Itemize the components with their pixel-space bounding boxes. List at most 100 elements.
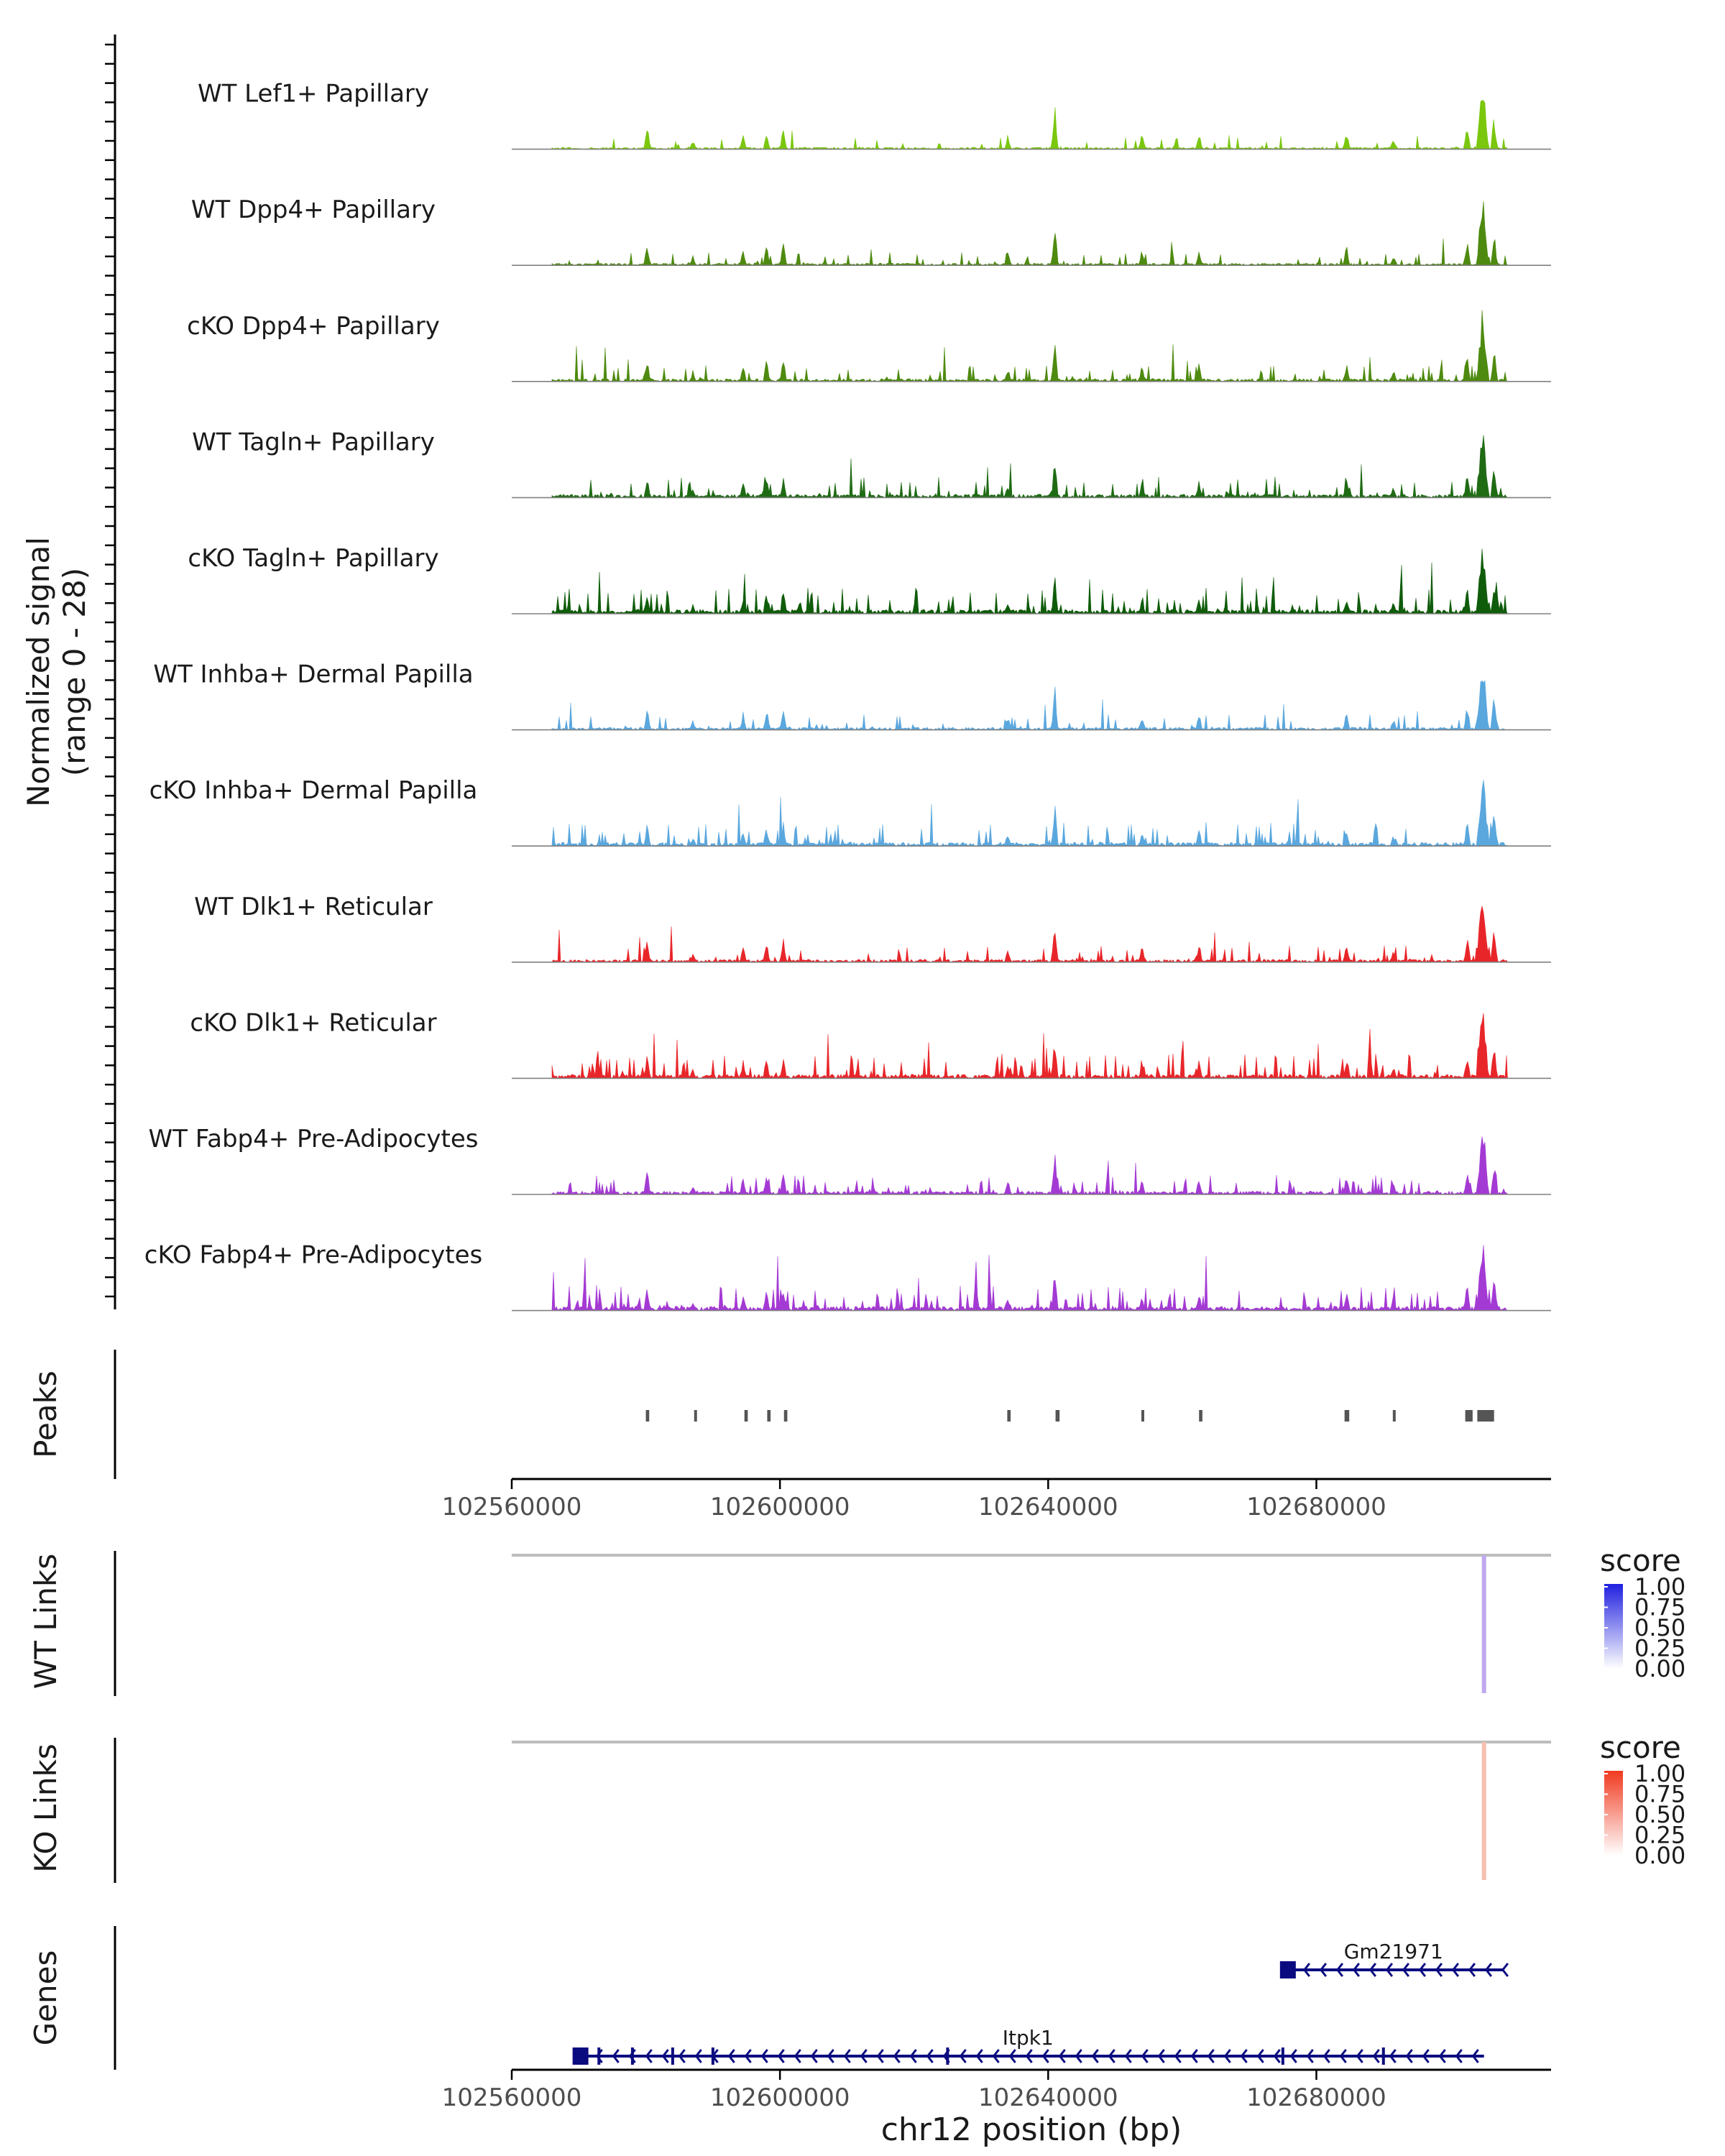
coverage-signal — [551, 310, 1509, 382]
track-label: cKO Tagln+ Papillary — [188, 544, 438, 573]
strand-arrow — [1402, 1963, 1410, 1977]
strand-arrow — [1435, 1963, 1443, 1977]
strand-arrow — [1368, 1963, 1377, 1977]
strand-arrow — [1256, 2049, 1264, 2063]
coverage-signal — [551, 1136, 1508, 1195]
peaks-label: Peaks — [28, 1370, 63, 1458]
peak-interval — [783, 1410, 788, 1422]
gene-name: Itpk1 — [1003, 2026, 1054, 2050]
gene-exon — [671, 2047, 674, 2065]
strand-arrow — [794, 2049, 801, 2063]
x-tick-label: 102600000 — [710, 1493, 850, 1521]
strand-arrow — [1041, 2049, 1049, 2063]
strand-arrow — [1339, 2049, 1347, 2063]
gene-model: Itpk1 — [572, 2026, 1484, 2065]
strand-arrow — [975, 2049, 983, 2063]
gene-tss-exon — [1279, 1961, 1296, 1978]
links-label: KO Links — [28, 1743, 63, 1873]
strand-arrow — [1058, 2049, 1066, 2063]
strand-arrow — [810, 2049, 818, 2063]
legend-tick-label: 0.75 — [1634, 1781, 1685, 1808]
strand-arrow — [1289, 2049, 1297, 2063]
strand-arrow — [843, 2049, 851, 2063]
coverage-y-ticks — [105, 43, 115, 1298]
strand-arrow — [727, 2049, 735, 2063]
gene-tss-exon — [572, 2047, 589, 2065]
x-axis-label: chr12 position (bp) — [881, 2111, 1182, 2148]
peak-interval — [1141, 1410, 1144, 1422]
coverage-y-label: Normalized signal (range 0 - 28) — [21, 537, 92, 807]
peak-interval — [744, 1410, 748, 1422]
strand-arrow — [1306, 2049, 1314, 2063]
strand-arrow — [1124, 2049, 1132, 2063]
coverage-track: WT Lef1+ Papillary — [198, 80, 1551, 150]
peak-interval — [1055, 1410, 1060, 1422]
strand-arrow — [876, 2049, 884, 2063]
strand-arrow — [1385, 1963, 1394, 1977]
legend-tick-label: 0.50 — [1634, 1614, 1685, 1641]
gene-name: Gm21971 — [1344, 1940, 1443, 1963]
coverage-track: cKO Dlk1+ Reticular — [190, 1008, 1551, 1079]
strand-arrow — [1501, 1963, 1509, 1977]
x-tick-label: 102680000 — [1246, 1493, 1386, 1521]
strand-arrow — [1207, 2049, 1215, 2063]
strand-arrow — [1405, 2049, 1413, 2063]
strand-arrow — [1455, 2049, 1463, 2063]
strand-arrow — [1471, 2049, 1479, 2063]
strand-arrow — [661, 2049, 669, 2063]
strand-arrow — [926, 2049, 934, 2063]
strand-arrow — [1075, 2049, 1082, 2063]
x-axis-top-ticks: 102560000 102600000 102640000 102680000 — [442, 1479, 1386, 1521]
strand-arrow — [909, 2049, 917, 2063]
gene-exon — [1381, 2047, 1385, 2065]
track-label: WT Lef1+ Papillary — [198, 80, 429, 109]
x-tick-label: 102560000 — [442, 2083, 582, 2112]
coverage-signal — [551, 100, 1508, 150]
coverage-track: WT Dpp4+ Papillary — [191, 195, 1551, 267]
legend-tick-label: 0.75 — [1634, 1594, 1685, 1621]
legend-tick-label: 0.00 — [1634, 1655, 1685, 1682]
legend-tick-label: 1.00 — [1634, 1573, 1685, 1600]
legend-title: score — [1600, 1543, 1681, 1578]
x-tick-label: 102600000 — [710, 2083, 850, 2112]
coverage-ylabel-line1: Normalized signal — [21, 537, 56, 807]
track-label: WT Tagln+ Papillary — [192, 428, 435, 456]
peak-interval — [645, 1410, 650, 1422]
coverage-signal — [551, 435, 1509, 499]
peak-interval — [1392, 1410, 1396, 1422]
track-label: cKO Fabp4+ Pre-Adipocytes — [144, 1241, 483, 1270]
gene-exon — [946, 2047, 949, 2065]
strand-arrow — [1335, 1963, 1344, 1977]
strand-arrow — [1273, 2049, 1281, 2063]
peak-interval — [694, 1410, 697, 1422]
peak-interval — [1477, 1410, 1494, 1422]
x-tick-label: 102560000 — [442, 1493, 582, 1521]
coverage-track: cKO Fabp4+ Pre-Adipocytes — [144, 1241, 1551, 1312]
strand-arrow — [645, 2049, 653, 2063]
strand-arrow — [1352, 1963, 1361, 1977]
strand-arrow — [1422, 2049, 1430, 2063]
track-label: cKO Dpp4+ Papillary — [187, 312, 440, 341]
coverage-track: WT Fabp4+ Pre-Adipocytes — [149, 1125, 1551, 1195]
strand-arrow — [1240, 2049, 1248, 2063]
coverage-signal — [551, 680, 1508, 731]
strand-arrow — [760, 2049, 768, 2063]
strand-arrow — [1468, 1963, 1476, 1977]
track-label: cKO Dlk1+ Reticular — [190, 1008, 436, 1037]
links-label: WT Links — [28, 1554, 63, 1689]
strand-arrow — [1141, 2049, 1149, 2063]
strand-arrow — [1356, 2049, 1363, 2063]
strand-arrow — [1025, 2049, 1033, 2063]
strand-arrow — [1438, 2049, 1446, 2063]
strand-arrow — [595, 2049, 603, 2063]
track-label: WT Fabp4+ Pre-Adipocytes — [149, 1125, 479, 1153]
strand-arrow — [1108, 2049, 1116, 2063]
x-axis-bottom-ticks: 102560000 102600000 102640000 102680000 — [442, 2070, 1386, 2112]
strand-arrow — [1190, 2049, 1198, 2063]
strand-arrow — [1372, 2049, 1380, 2063]
strand-arrow — [1157, 2049, 1165, 2063]
legend-title: score — [1600, 1730, 1681, 1765]
